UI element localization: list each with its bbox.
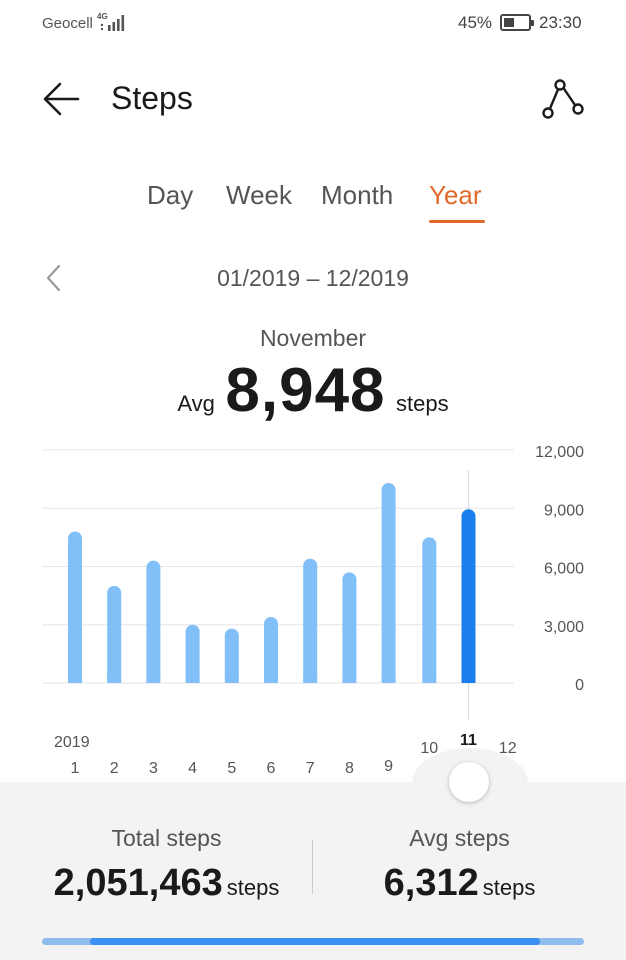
chart-bar-base [146,675,161,683]
date-range: 01/2019 – 12/2019 [217,265,409,291]
chart-bar-base [381,675,396,683]
selected-bar [461,509,476,683]
x-tick-label: 2 [110,760,119,777]
avg-prefix: Avg [177,391,215,416]
arrow-left-icon [43,82,80,116]
avg-value: 8,948 [225,356,386,425]
x-tick-label: 7 [306,760,315,777]
page-title: Steps [111,80,193,116]
x-axis-year-label: 2019 [54,734,90,751]
tab-week[interactable]: Week [226,180,292,210]
battery-percentage: 45% [458,13,493,32]
avg-steps-value: 6,312 [383,862,479,904]
y-tick-label: 6,000 [544,561,584,578]
x-tick-label: 6 [267,760,276,777]
chart-bar [381,483,396,683]
chart-bar-base [107,675,122,683]
progress-bar [42,938,584,945]
total-steps-unit: steps [226,875,280,900]
chart-bar [185,624,200,683]
x-tick-label: 8 [345,760,354,777]
previous-period-button[interactable] [40,262,68,294]
chart-bar-base [422,675,437,683]
chart-bar-base [303,675,318,683]
battery-icon [500,14,534,31]
selected-bar-base [461,675,476,683]
y-tick-label: 0 [575,677,584,694]
total-steps-label: Total steps [111,825,222,851]
chart-bar-base [342,675,357,683]
selected-month: November [259,325,367,351]
chart-bar [68,531,82,683]
chart-bar [303,558,318,683]
x-tick-label: 5 [227,760,236,777]
share-button[interactable] [540,76,586,122]
y-tick-label: 3,000 [544,619,584,636]
total-steps-stat: Total steps 2,051,463 steps [10,825,323,905]
avg-steps-stat: Avg steps 6,312 steps [303,825,616,905]
chart-bar [146,560,161,683]
period-tabs: Day Week Month Year [0,172,626,232]
x-tick-label-selected: 11 [460,732,477,749]
x-tick-label: 1 [71,760,80,777]
network-type: 4G [97,12,108,21]
signal-icon [100,15,125,31]
chart-bar [342,572,357,683]
x-tick-label: 4 [188,760,197,777]
avg-steps-label: Avg steps [409,825,510,851]
status-bar: Geocell 4G 45% 23:30 [0,0,626,46]
tab-month[interactable]: Month [321,180,394,210]
tab-day[interactable]: Day [147,180,194,210]
x-tick-label: 10 [420,740,438,757]
clock: 23:30 [539,13,582,32]
progress-bar-fill [90,938,540,945]
y-tick-label: 12,000 [535,444,584,461]
chart-bar-base [264,675,278,683]
y-tick-label: 9,000 [544,502,584,519]
battery-level [504,18,515,27]
chart-bar [422,537,437,683]
stat-divider [312,840,313,894]
x-tick-label: 9 [384,758,393,775]
chart-bar-base [185,675,200,683]
back-button[interactable] [38,76,84,122]
carrier-name: Geocell [42,15,93,32]
share-icon [542,79,584,119]
chart-slider-handle[interactable] [449,762,489,802]
summary-panel [0,782,626,960]
x-tick-label: 12 [499,740,517,757]
active-tab-indicator [429,220,485,223]
selected-average: Avg 8,948 steps [0,355,626,426]
x-tick-label: 3 [149,760,158,777]
chart-bar [264,616,278,683]
chart-bar [107,585,122,683]
tab-year[interactable]: Year [429,180,482,210]
chart-bar-base [224,675,239,683]
avg-steps-unit: steps [482,875,536,900]
chart-bar-base [68,675,82,683]
total-steps-value: 2,051,463 [53,862,223,904]
chart-bar [224,628,239,683]
chevron-left-icon [46,264,61,292]
avg-unit: steps [395,391,449,416]
